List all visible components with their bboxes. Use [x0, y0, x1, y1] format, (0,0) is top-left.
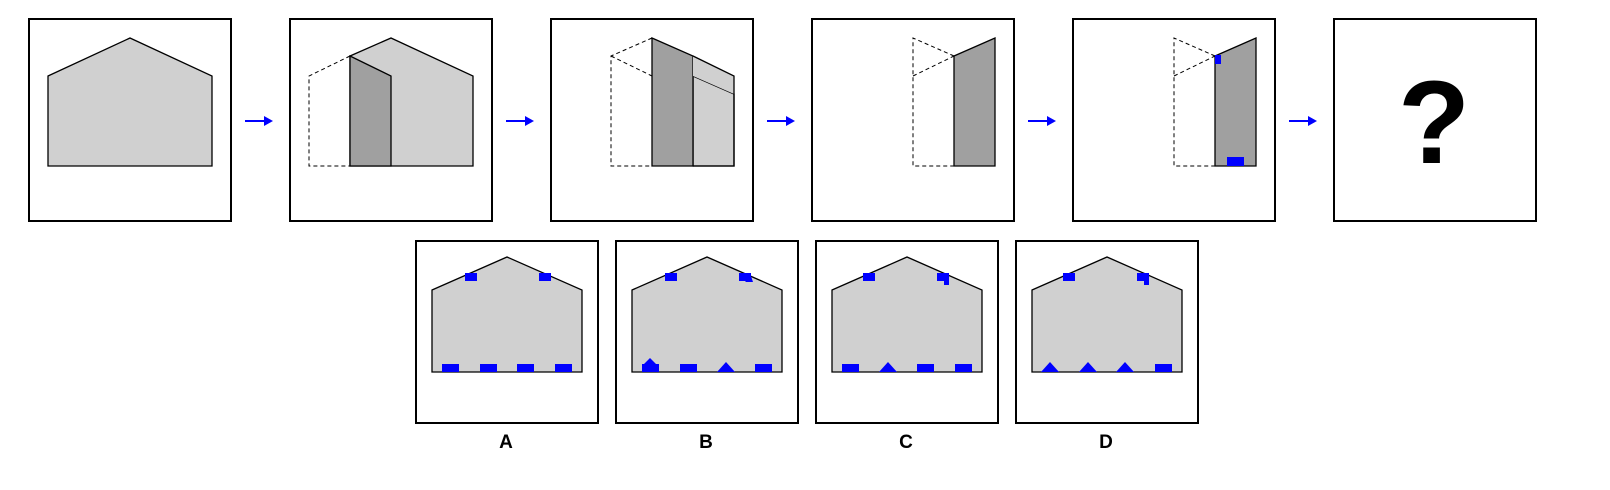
cut-mark	[937, 273, 949, 281]
option-a-paper-shape	[431, 256, 583, 373]
option-a-frame[interactable]	[415, 240, 599, 424]
cut-mark	[739, 273, 751, 281]
question-mark: ?	[1397, 57, 1471, 189]
step-5-paper-shape	[1173, 37, 1257, 167]
cut-mark	[863, 273, 875, 281]
cut-mark	[955, 364, 972, 372]
step-1-frame	[28, 18, 232, 222]
option-d-paper-shape	[1031, 256, 1183, 373]
cut-mark	[917, 364, 934, 372]
option-a-label: A	[499, 432, 513, 453]
option-c-frame[interactable]	[815, 240, 999, 424]
cut-mark	[680, 364, 697, 372]
cut-mark	[644, 358, 656, 364]
cut-mark	[517, 364, 534, 372]
answer-frame	[1333, 18, 1537, 222]
arrow-right-icon	[506, 116, 534, 126]
option-d-frame[interactable]	[1015, 240, 1199, 424]
cut-mark	[665, 273, 677, 281]
cut-mark	[642, 364, 659, 372]
cut-mark	[755, 364, 772, 372]
cut-mark	[944, 278, 949, 285]
option-d-label: D	[1099, 432, 1113, 453]
cut-mark	[442, 364, 459, 372]
cut-mark	[1079, 362, 1097, 372]
arrow-right-icon	[245, 116, 273, 126]
cut-mark	[1137, 273, 1149, 281]
cut-mark	[555, 364, 572, 372]
cut-mark	[1144, 278, 1149, 285]
step-1-paper-shape	[47, 37, 213, 167]
step-3-paper-shape	[610, 37, 735, 167]
option-b-frame[interactable]	[615, 240, 799, 424]
cut-mark	[1116, 362, 1134, 372]
step-2-frame	[289, 18, 493, 222]
cut-mark	[842, 364, 859, 372]
cut-mark	[480, 364, 497, 372]
cut-mark	[539, 273, 551, 281]
step-4-paper-shape	[912, 37, 996, 167]
cut-mark	[1041, 362, 1059, 372]
cut-mark	[1227, 157, 1244, 166]
step-5-frame	[1072, 18, 1276, 222]
cut-mark	[1155, 364, 1172, 372]
option-b-paper-shape	[631, 256, 783, 373]
cut-mark	[1063, 273, 1075, 281]
arrow-right-icon	[1289, 116, 1317, 126]
option-c-label: C	[899, 432, 913, 453]
step-3-frame	[550, 18, 754, 222]
arrow-right-icon	[1028, 116, 1056, 126]
option-c-paper-shape	[831, 256, 983, 373]
arrow-right-icon	[767, 116, 795, 126]
cut-mark	[1215, 55, 1221, 64]
option-b-label: B	[699, 432, 713, 453]
cut-mark	[465, 273, 477, 281]
step-2-paper-shape	[308, 37, 474, 167]
cut-mark	[717, 362, 735, 372]
cut-mark	[745, 276, 753, 282]
cut-mark	[879, 362, 897, 372]
step-4-frame	[811, 18, 1015, 222]
